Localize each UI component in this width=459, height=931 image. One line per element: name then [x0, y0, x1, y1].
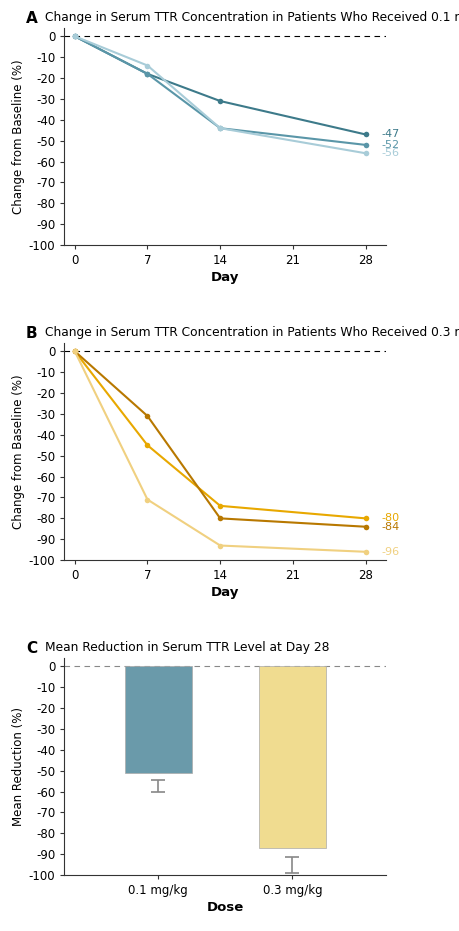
Y-axis label: Mean Reduction (%): Mean Reduction (%) [11, 707, 24, 826]
Y-axis label: Change from Baseline (%): Change from Baseline (%) [11, 60, 24, 214]
Text: Mean Reduction in Serum TTR Level at Day 28: Mean Reduction in Serum TTR Level at Day… [45, 641, 329, 654]
X-axis label: Day: Day [211, 587, 239, 600]
Text: -52: -52 [381, 140, 398, 150]
Text: A: A [26, 10, 38, 25]
Text: B: B [26, 326, 37, 341]
Bar [124, 667, 191, 773]
X-axis label: Dose: Dose [207, 901, 243, 914]
X-axis label: Day: Day [211, 271, 239, 284]
Text: -96: -96 [381, 546, 398, 557]
Text: -47: -47 [381, 129, 398, 140]
Text: C: C [26, 641, 37, 655]
Text: Change in Serum TTR Concentration in Patients Who Received 0.3 mg/kg: Change in Serum TTR Concentration in Pat… [45, 326, 459, 339]
Bar [258, 667, 325, 848]
Text: Change in Serum TTR Concentration in Patients Who Received 0.1 mg/kg: Change in Serum TTR Concentration in Pat… [45, 10, 459, 23]
Text: -56: -56 [381, 148, 398, 158]
Text: -84: -84 [381, 521, 398, 532]
Y-axis label: Change from Baseline (%): Change from Baseline (%) [11, 374, 24, 529]
Text: -80: -80 [381, 513, 398, 523]
